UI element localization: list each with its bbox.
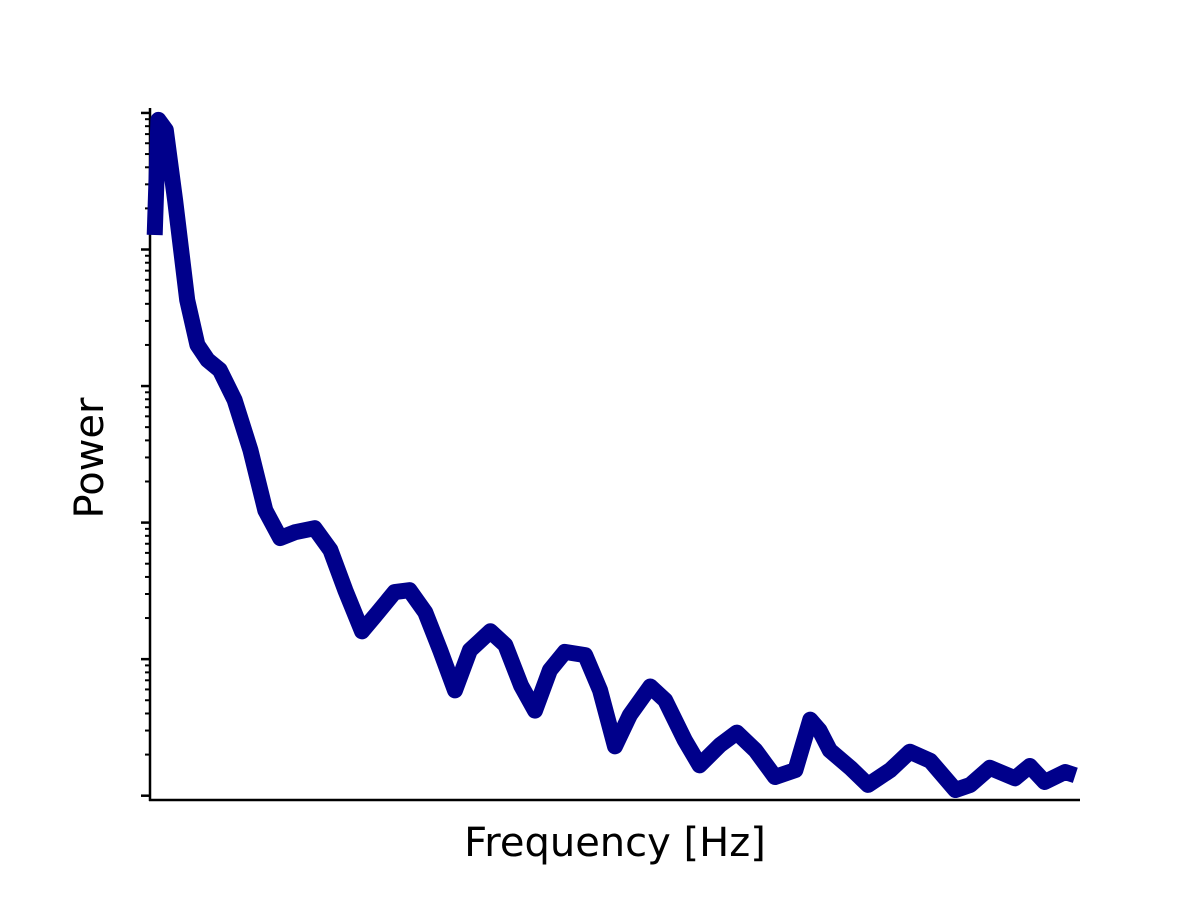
x-axis-label: Frequency [Hz] (464, 820, 766, 866)
y-axis-label: Power (67, 397, 113, 518)
data-line (146, 111, 1078, 798)
